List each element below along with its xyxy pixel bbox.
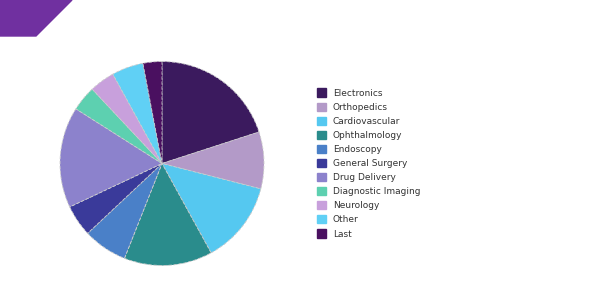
Wedge shape <box>76 89 162 164</box>
Wedge shape <box>143 61 162 164</box>
Text: Global medical device outsourcing market share, by application, 2020 (%): Global medical device outsourcing market… <box>60 13 556 26</box>
Wedge shape <box>88 164 162 258</box>
Wedge shape <box>162 164 261 253</box>
Wedge shape <box>113 63 162 164</box>
Wedge shape <box>92 74 162 164</box>
Wedge shape <box>70 164 162 233</box>
Wedge shape <box>162 61 259 164</box>
Wedge shape <box>162 132 264 189</box>
Wedge shape <box>124 164 211 266</box>
Legend: Electronics, Orthopedics, Cardiovascular, Ophthalmology, Endoscopy, General Surg: Electronics, Orthopedics, Cardiovascular… <box>317 88 420 238</box>
Polygon shape <box>0 0 72 36</box>
Wedge shape <box>60 109 162 207</box>
